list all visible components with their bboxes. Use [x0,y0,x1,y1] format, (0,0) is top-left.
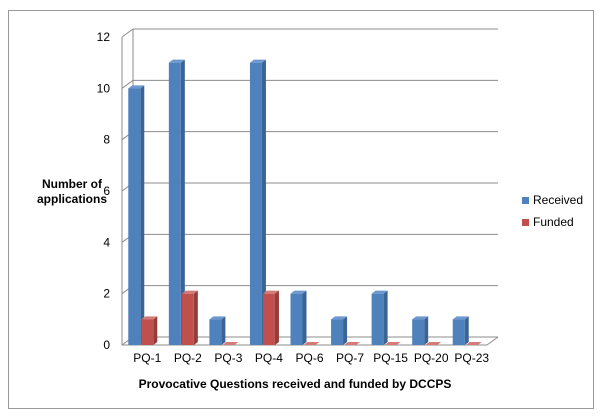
svg-text:2: 2 [103,287,110,301]
bar-funded-pq-1 [141,316,158,345]
bar-received-pq-23 [452,316,469,345]
bar-received-pq-6 [290,290,307,345]
bar-funded-pq-15 [384,342,401,345]
bar-funded-pq-7 [344,342,361,345]
bar-received-pq-3 [209,316,226,345]
bar-received-pq-15 [371,290,388,345]
bar-funded-pq-2 [181,290,198,345]
x-axis-label: Provocative Questions received and funde… [138,377,452,391]
x-tick-label: PQ-1 [133,351,161,365]
x-tick-label: PQ-4 [255,351,283,365]
legend-item-funded: Funded [522,211,583,233]
x-tick-label: PQ-3 [214,351,242,365]
x-tick-label: PQ-15 [373,351,408,365]
bar-funded-pq-4 [262,290,279,345]
svg-text:10: 10 [97,81,111,95]
bar-received-pq-1 [128,85,145,345]
legend-label-received: Received [533,193,584,207]
x-tick-label: PQ-23 [454,351,489,365]
svg-text:8: 8 [103,133,110,147]
bar-funded-pq-6 [303,342,320,345]
svg-text:12: 12 [97,30,111,44]
bar-received-pq-7 [331,316,348,345]
chart-legend: Received Funded [522,189,583,233]
y-axis-label-line2: applications [36,192,107,206]
legend-swatch-funded [522,218,529,226]
bar-funded-pq-23 [465,342,482,345]
x-tick-label: PQ-7 [336,351,364,365]
legend-label-funded: Funded [533,215,574,229]
x-tick-label: PQ-20 [414,351,449,365]
svg-text:0: 0 [103,338,110,352]
legend-swatch-received [522,196,529,204]
bar-received-pq-20 [412,316,429,345]
svg-text:4: 4 [103,235,110,249]
bar-funded-pq-3 [222,342,239,345]
x-tick-label: PQ-6 [295,351,323,365]
bar-received-pq-4 [249,59,266,346]
bar-funded-pq-20 [425,342,442,345]
bar-received-pq-2 [168,59,185,346]
svg-text:6: 6 [103,184,110,198]
y-axis-label-line1: Number of [42,177,102,191]
x-tick-label: PQ-2 [174,351,202,365]
y-axis-label: Number of applications [22,177,122,207]
legend-item-received: Received [522,189,583,211]
